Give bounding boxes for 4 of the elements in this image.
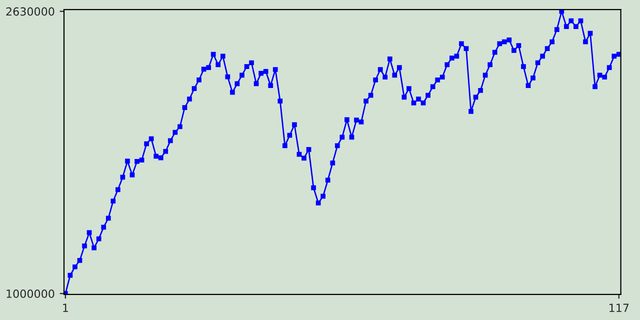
y-tick-label: 1000000 [6, 290, 54, 298]
x-tick-label: 117 [610, 304, 629, 312]
y-tick-label: 2630000 [6, 7, 54, 16]
x-tick-label: 1 [63, 304, 68, 312]
